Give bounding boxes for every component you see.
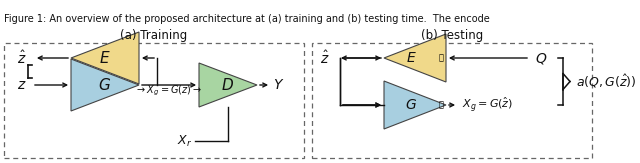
Text: $Q$: $Q$ — [535, 51, 547, 66]
Text: $X_r$: $X_r$ — [177, 133, 193, 148]
Text: $\hat{z}$: $\hat{z}$ — [17, 49, 27, 67]
Text: $D$: $D$ — [221, 77, 234, 93]
Polygon shape — [384, 81, 446, 129]
Text: $\hat{z}$: $\hat{z}$ — [321, 49, 330, 67]
Text: 🔒: 🔒 — [438, 101, 444, 110]
Text: $G$: $G$ — [405, 98, 417, 112]
FancyBboxPatch shape — [312, 43, 592, 158]
Polygon shape — [199, 63, 257, 107]
Text: $G$: $G$ — [99, 77, 111, 93]
Polygon shape — [384, 34, 446, 82]
Text: $Y$: $Y$ — [273, 78, 285, 92]
Text: 🔒: 🔒 — [438, 53, 444, 62]
Text: (b) Testing: (b) Testing — [421, 29, 483, 42]
FancyBboxPatch shape — [4, 43, 304, 158]
Text: $E$: $E$ — [99, 50, 111, 66]
Text: Figure 1: An overview of the proposed architecture at (a) training and (b) testi: Figure 1: An overview of the proposed ar… — [4, 14, 490, 24]
Text: $z$: $z$ — [17, 78, 27, 92]
Polygon shape — [71, 32, 139, 84]
Text: $E$: $E$ — [406, 51, 417, 65]
Polygon shape — [71, 59, 139, 111]
Text: $a(Q, G(\hat{z}))$: $a(Q, G(\hat{z}))$ — [576, 73, 637, 90]
Text: (a) Training: (a) Training — [120, 29, 188, 42]
Text: $\rightarrow X_g = G(z) \rightarrow$: $\rightarrow X_g = G(z) \rightarrow$ — [136, 84, 202, 98]
Text: $X_g = G(\hat{z})$: $X_g = G(\hat{z})$ — [462, 96, 513, 114]
